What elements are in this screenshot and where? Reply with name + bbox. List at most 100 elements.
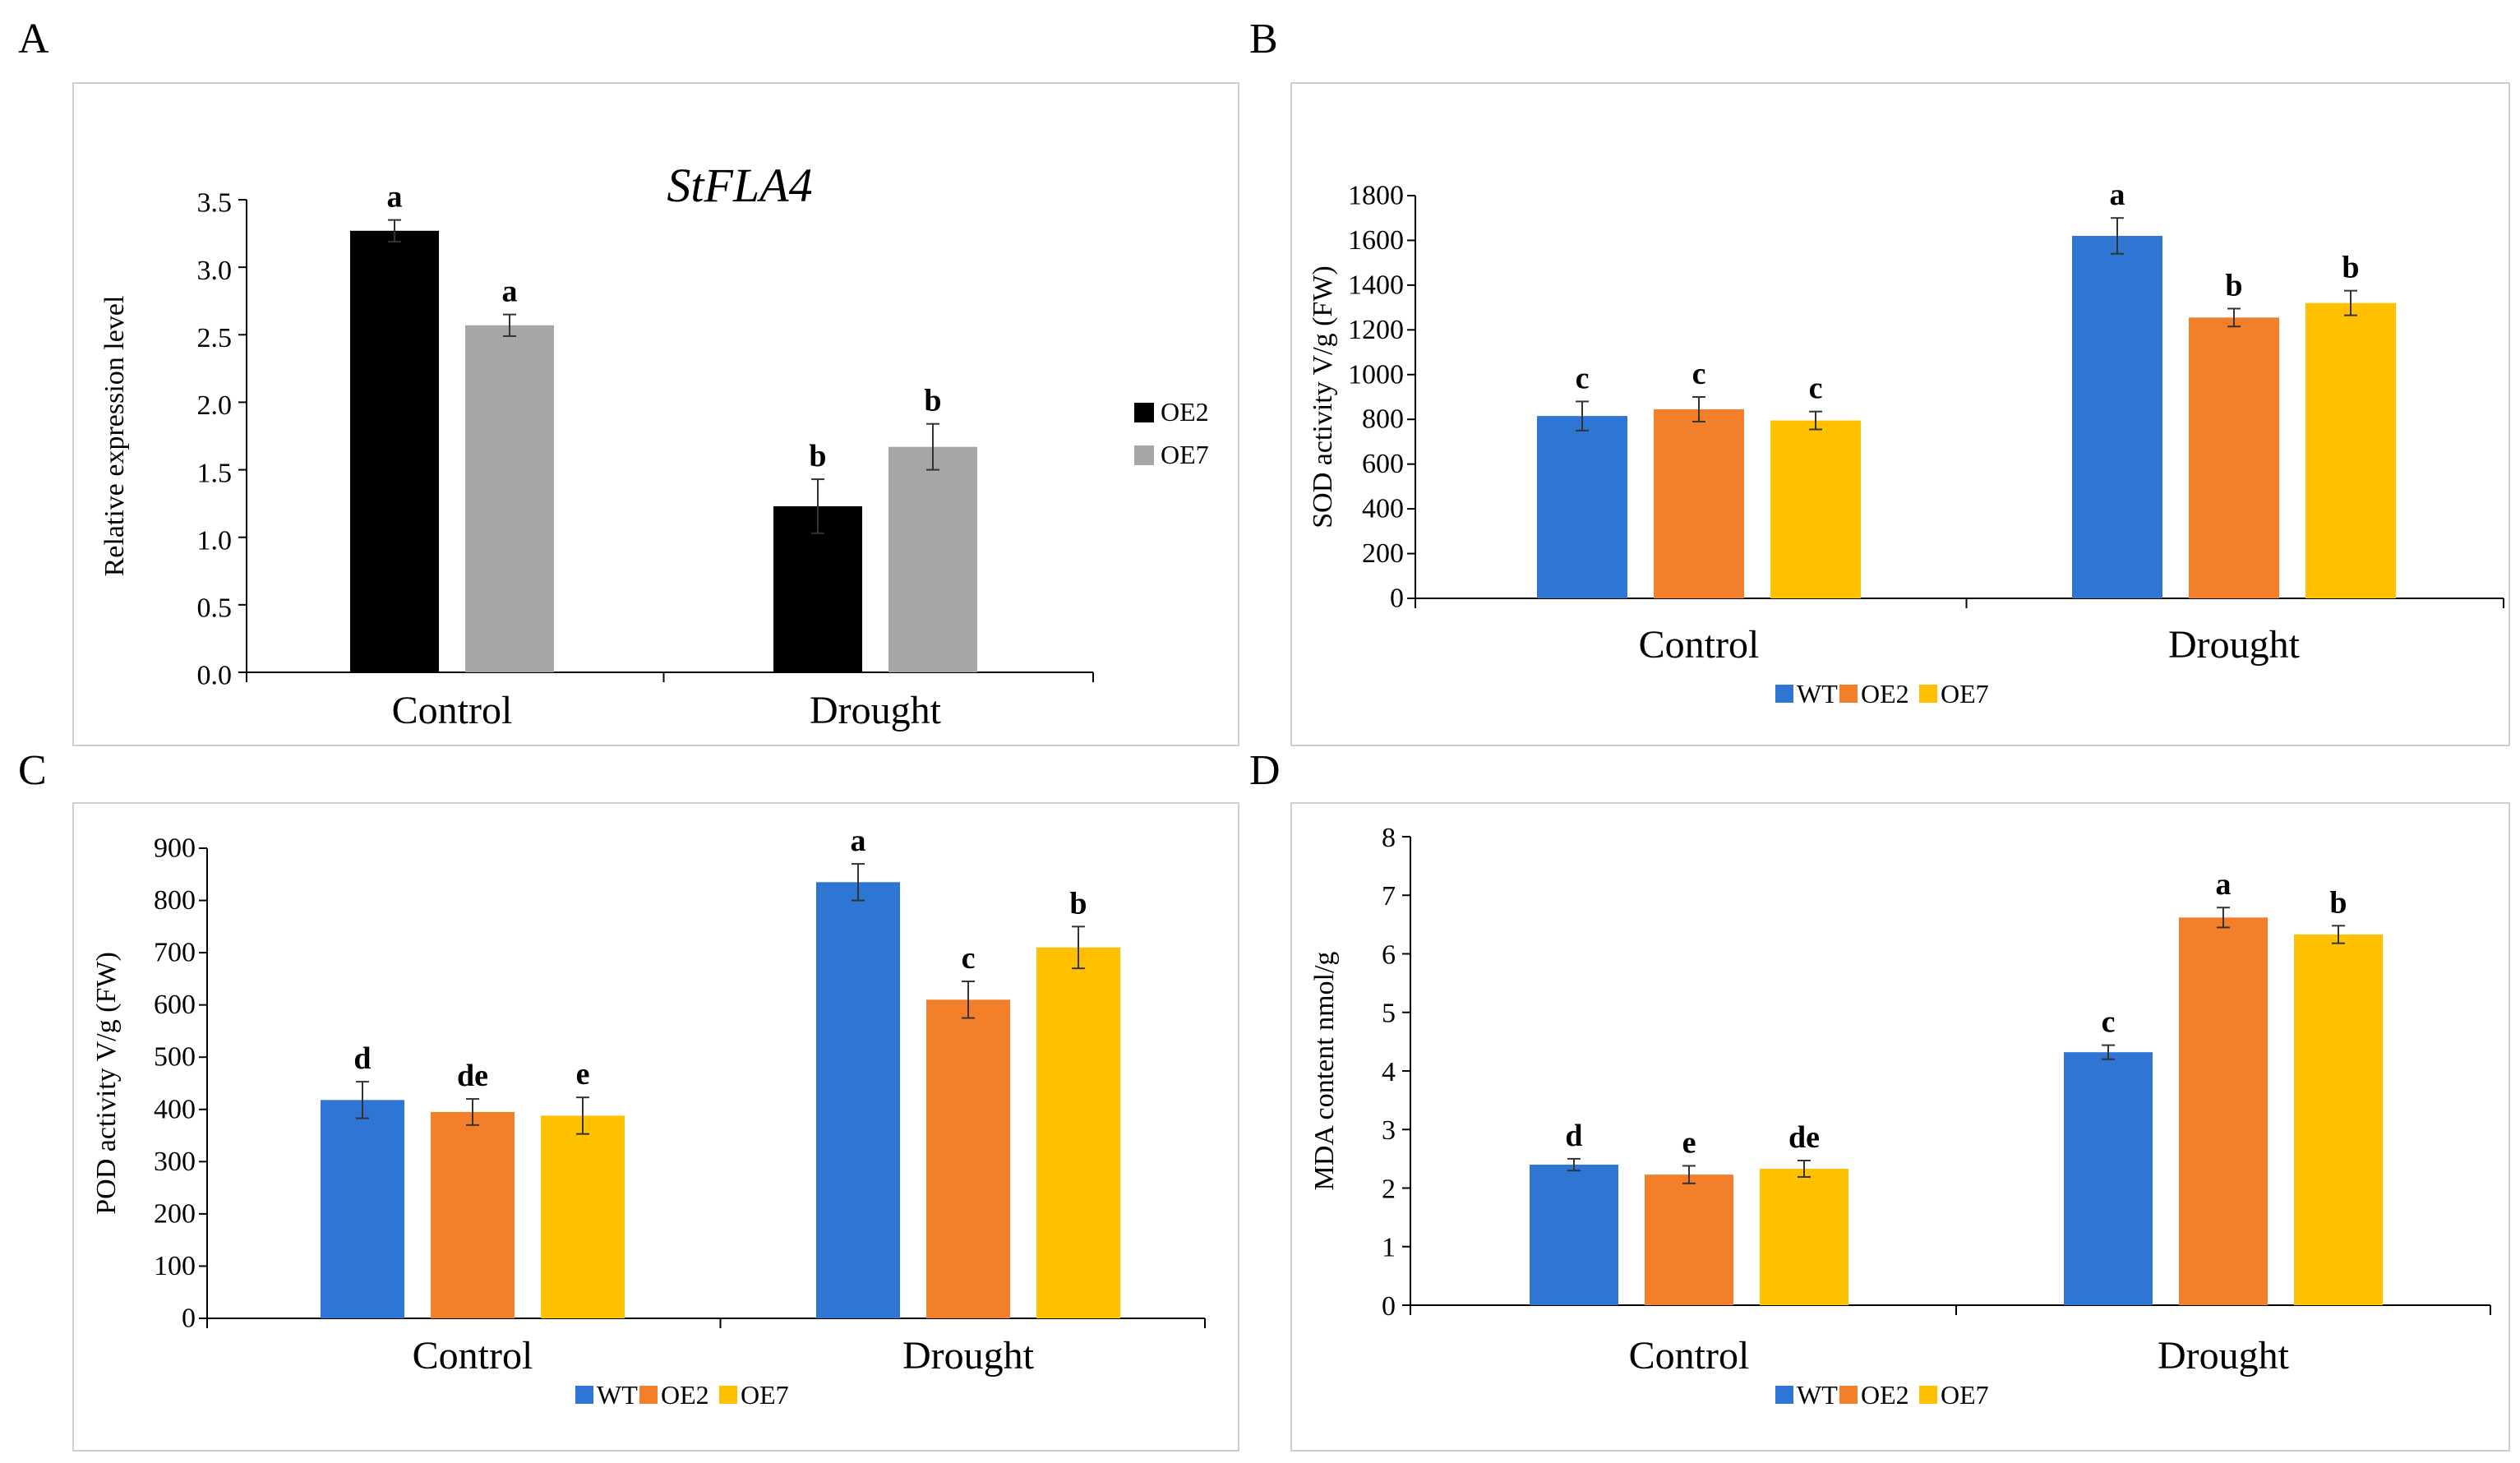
- panel-b-y-tick-label: 1400: [1348, 270, 1404, 300]
- panel-d-y-tick-label: 8: [1382, 823, 1396, 853]
- panel-b-category-label: Control: [1639, 623, 1760, 667]
- panel-c-y-tick-label: 500: [154, 1042, 196, 1073]
- panel-letter-c: C: [18, 747, 47, 794]
- panel-d-significance-label: b: [2329, 885, 2347, 920]
- panel-b-significance-label: c: [1576, 361, 1590, 395]
- panel-b-y-axis-label: SOD activity V/g (FW): [1308, 265, 1338, 528]
- panel-a-y-tick-label: 0.0: [197, 661, 233, 691]
- panel-a-y-tick-label: 0.5: [197, 593, 233, 624]
- panel-a-significance-label: b: [924, 384, 941, 418]
- panel-d-significance-label: de: [1788, 1120, 1820, 1155]
- panel-b-bar-oe7-control: [1770, 420, 1861, 598]
- panel-a-frame: [72, 82, 1239, 746]
- panel-c-significance-label: a: [851, 824, 866, 858]
- panel-d-y-tick-label: 2: [1382, 1174, 1396, 1204]
- panel-b-legend-swatch: [1839, 685, 1858, 703]
- panel-c-y-tick-label: 400: [154, 1094, 196, 1124]
- panel-d-y-axis-label: MDA content nmol/g: [1309, 952, 1340, 1191]
- panel-b-legend-label: OE7: [1941, 679, 1989, 708]
- panel-c-y-tick-label: 300: [154, 1147, 196, 1177]
- panel-d-y-tick-label: 7: [1382, 881, 1396, 911]
- panel-c-significance-label: de: [457, 1059, 488, 1093]
- panel-a-significance-label: b: [809, 439, 826, 473]
- panel-a-bar-oe2-control: [350, 230, 439, 672]
- panel-d-bar-oe2-drought: [2179, 917, 2268, 1305]
- panel-b-y-tick-label: 1600: [1348, 225, 1404, 256]
- panel-b-category-label: Drought: [2168, 623, 2301, 667]
- panel-a-legend-label: OE2: [1161, 397, 1209, 427]
- panel-letter-a: A: [18, 16, 49, 62]
- panel-b-significance-label: c: [1809, 372, 1823, 406]
- panel-a-y-tick-label: 1.5: [197, 458, 233, 488]
- panel-a-bar-oe7-drought: [888, 446, 977, 672]
- panel-a-y-axis-label: Relative expression level: [99, 296, 130, 577]
- panel-c-significance-label: c: [962, 941, 976, 976]
- panel-a-legend-label: OE7: [1161, 440, 1209, 469]
- panel-b-bar-wt-control: [1537, 416, 1627, 598]
- panel-a-y-tick-label: 2.5: [197, 323, 233, 353]
- panel-b-significance-label: b: [2225, 268, 2242, 302]
- panel-b-y-tick-label: 200: [1362, 538, 1404, 569]
- panel-d-y-tick-label: 1: [1382, 1233, 1396, 1263]
- panel-c-y-axis-label: POD activity V/g (FW): [91, 952, 122, 1215]
- panel-b-bar-oe2-control: [1654, 408, 1744, 598]
- panel-a-y-tick-label: 3.5: [197, 188, 233, 219]
- panel-d-bar-oe7-control: [1760, 1168, 1848, 1305]
- panel-b-bar-oe2-drought: [2189, 317, 2279, 598]
- panel-d-bar-oe7-drought: [2294, 934, 2383, 1305]
- panel-a-category-label: Drought: [810, 689, 942, 732]
- panel-b-legend-label: OE2: [1861, 679, 1909, 708]
- panel-d-y-tick-label: 4: [1382, 1057, 1396, 1087]
- panel-c-bar-oe2-drought: [926, 999, 1010, 1318]
- panel-c-legend-swatch: [719, 1386, 737, 1404]
- panel-b-y-tick-label: 600: [1362, 449, 1404, 479]
- panel-b-bar-oe7-drought: [2305, 302, 2396, 598]
- panel-d-significance-label: d: [1565, 1119, 1582, 1153]
- panel-a-significance-label: a: [387, 180, 403, 215]
- panel-d-bar-wt-control: [1530, 1165, 1618, 1305]
- panel-d-y-tick-label: 0: [1382, 1291, 1396, 1322]
- panel-c-y-tick-label: 600: [154, 990, 196, 1020]
- panel-c-bar-oe7-drought: [1036, 947, 1120, 1318]
- panel-c-significance-label: e: [576, 1057, 590, 1091]
- panel-c-legend-swatch: [575, 1386, 593, 1404]
- panel-a-y-tick-label: 1.0: [197, 525, 233, 556]
- panel-c-y-tick-label: 100: [154, 1251, 196, 1281]
- panel-d-y-tick-label: 5: [1382, 999, 1396, 1029]
- panel-c-bar-oe7-control: [541, 1115, 625, 1318]
- panel-b-legend-swatch: [1919, 685, 1937, 703]
- panel-a-legend-swatch: [1134, 445, 1154, 465]
- panel-d-category-label: Control: [1629, 1334, 1750, 1378]
- panel-c-y-tick-label: 800: [154, 885, 196, 916]
- panel-c-category-label: Control: [413, 1334, 533, 1378]
- panel-d-legend-swatch: [1919, 1386, 1937, 1404]
- panel-d-bar-oe2-control: [1645, 1175, 1733, 1305]
- panel-d-y-tick-label: 3: [1382, 1115, 1396, 1146]
- panel-c-significance-label: b: [1069, 886, 1087, 921]
- panel-c-significance-label: d: [353, 1041, 371, 1076]
- panel-c-legend-label: OE2: [661, 1380, 709, 1410]
- panel-c-y-tick-label: 200: [154, 1198, 196, 1229]
- panel-b-y-tick-label: 1800: [1348, 181, 1404, 211]
- panel-a-y-tick-label: 2.0: [197, 390, 233, 421]
- panel-d-y-tick-label: 6: [1382, 939, 1396, 970]
- panel-b-y-tick-label: 1000: [1348, 359, 1404, 390]
- panel-b-significance-label: c: [1692, 357, 1706, 391]
- panel-c-legend-label: WT: [597, 1380, 638, 1410]
- panel-a-bar-oe7-control: [465, 325, 554, 672]
- panel-b-legend-swatch: [1775, 685, 1793, 703]
- panel-b-legend-label: WT: [1797, 679, 1838, 708]
- panel-b-y-tick-label: 400: [1362, 494, 1404, 524]
- panel-c-legend-label: OE7: [741, 1380, 789, 1410]
- panel-c-y-tick-label: 0: [182, 1304, 196, 1334]
- panel-b-y-tick-label: 0: [1390, 584, 1404, 614]
- panel-d-bar-wt-drought: [2064, 1052, 2153, 1305]
- panel-c-y-tick-label: 900: [154, 833, 196, 864]
- panel-d-legend-label: OE2: [1861, 1380, 1909, 1410]
- panel-a-chart-title: StFLA4: [667, 159, 812, 212]
- panel-c-category-label: Drought: [902, 1334, 1035, 1378]
- panel-d-category-label: Drought: [2158, 1334, 2290, 1378]
- panel-d-legend-swatch: [1775, 1386, 1793, 1404]
- panel-d-significance-label: e: [1682, 1125, 1696, 1160]
